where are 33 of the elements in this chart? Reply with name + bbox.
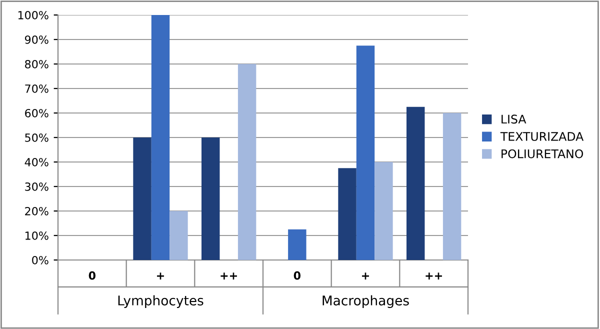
bar — [356, 46, 375, 260]
x-tick-label: ++ — [426, 272, 442, 280]
x-tick-label: 0 — [294, 271, 300, 280]
legend-label: LISA — [502, 114, 526, 124]
bar — [338, 168, 356, 260]
legend-label: POLIURETANO — [502, 149, 584, 158]
bar — [406, 106, 425, 260]
bar — [202, 138, 220, 260]
y-tick-label: 40% — [24, 158, 48, 166]
y-tick-label: 70% — [25, 84, 48, 93]
y-tick-label: 100% — [18, 10, 48, 20]
bar — [133, 138, 152, 260]
y-tick-label: 10% — [25, 231, 48, 240]
legend-label: TEXTURIZADA — [500, 132, 584, 141]
x-tick-label: + — [362, 272, 369, 280]
bar — [170, 211, 188, 260]
bar — [442, 113, 462, 260]
text: Lymphocytes — [118, 295, 204, 308]
text: Macrophages — [322, 295, 409, 308]
y-tick-label: 0% — [32, 256, 48, 264]
y-tick-label: 20% — [25, 206, 48, 216]
y-tick-label: 30% — [25, 182, 48, 191]
y-tick-label: 60% — [25, 108, 48, 118]
x-tick-label: + — [157, 272, 164, 280]
x-tick-label: ++ — [220, 272, 237, 280]
bar — [374, 162, 393, 260]
bar — [288, 229, 306, 260]
y-tick-label: 50% — [25, 133, 48, 142]
bar — [238, 64, 256, 260]
y-tick-label: 80% — [25, 60, 48, 68]
bar — [151, 15, 170, 260]
x-tick-label: 0 — [88, 271, 96, 280]
y-tick-label: 90% — [24, 35, 48, 44]
